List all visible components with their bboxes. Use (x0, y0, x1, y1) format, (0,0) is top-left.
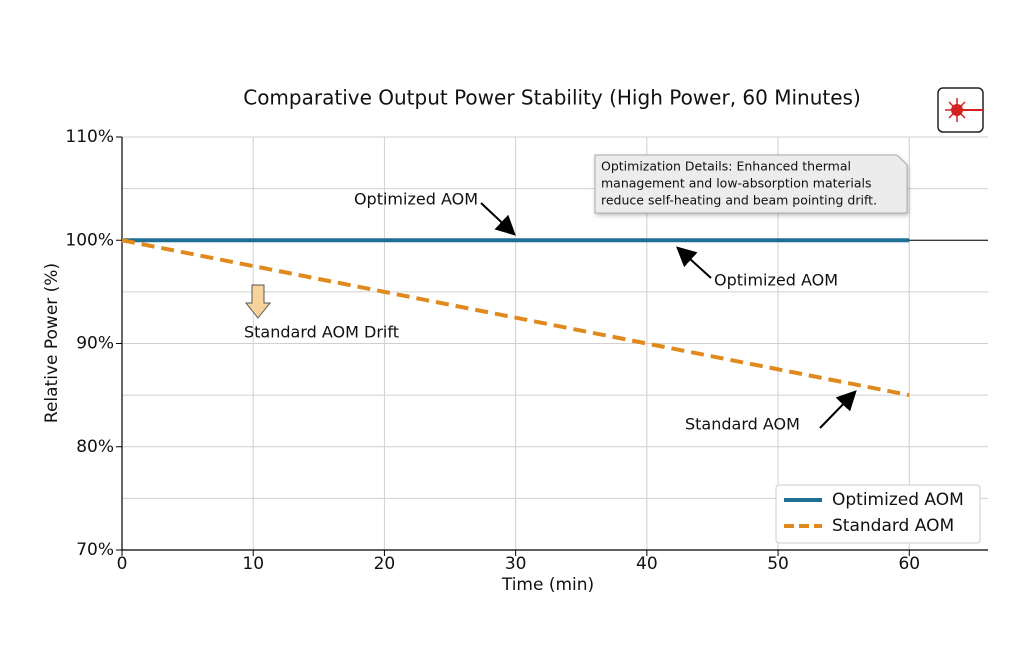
y-tick-label: 80% (76, 437, 114, 457)
annotation-arrow (480, 202, 516, 236)
info-text: management and low-absorption materials (601, 176, 871, 191)
x-tick-label: 40 (636, 554, 658, 574)
legend-box (775, 484, 981, 544)
x-tick-label: 60 (898, 554, 920, 574)
x-tick-label: 50 (767, 554, 789, 574)
info-box: Optimization Details: Enhanced thermal m… (594, 154, 908, 214)
y-tick-label: 110% (65, 127, 114, 147)
plot (121, 238, 988, 398)
x-tick-label: 20 (374, 554, 396, 574)
annotation-arrow (676, 246, 712, 279)
legend: Optimized AOM Standard AOM (775, 484, 981, 544)
y-tick-label: 100% (65, 230, 114, 250)
annotation-arrow (819, 390, 857, 429)
legend-label: Optimized AOM (832, 490, 964, 510)
drift-arrow (244, 284, 272, 319)
x-axis-label: Time (min) (501, 575, 594, 595)
info-text: reduce self-heating and beam pointing dr… (601, 193, 877, 208)
grid: 70% 80% 90% 100% 110% 0 10 20 30 40 50 60 (65, 127, 988, 574)
series-line (121, 238, 910, 398)
x-tick-label: 30 (505, 554, 527, 574)
y-tick-label: 90% (76, 334, 114, 354)
chart-title: Comparative Output Power Stability (High… (243, 86, 861, 110)
y-axis-label: Relative Power (%) (42, 263, 62, 423)
annotation: Standard AOM Drift (244, 323, 399, 342)
legend-label: Standard AOM (832, 516, 954, 536)
x-tick-label: 0 (117, 554, 128, 574)
info-text: Optimization Details: Enhanced thermal (601, 159, 851, 174)
laser-icon (937, 87, 984, 133)
annotation: Optimized AOM (714, 271, 838, 290)
x-tick-label: 10 (242, 554, 264, 574)
annotation: Optimized AOM (354, 190, 478, 209)
annotation: Standard AOM (685, 415, 800, 434)
y-tick-label: 70% (76, 540, 114, 560)
